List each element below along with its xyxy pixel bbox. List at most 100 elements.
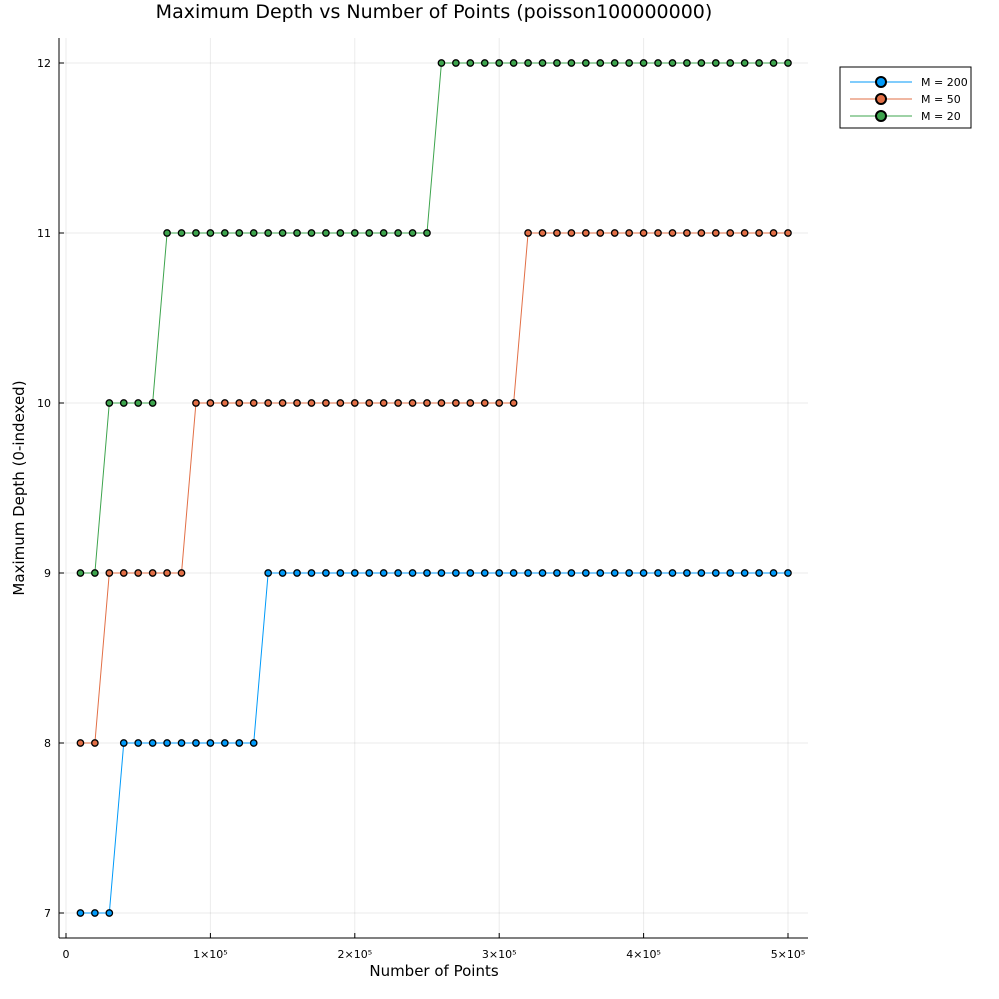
x-axis-label: Number of Points [369,962,498,980]
data-point [683,59,691,67]
data-point [278,229,287,237]
data-point [394,399,402,407]
data-point [784,569,792,577]
data-point [683,229,691,237]
x-tick-label: 2×10⁵ [337,948,372,961]
data-point [76,569,85,577]
x-tick-label: 5×10⁵ [771,948,806,961]
legend: M = 200 M = 50 M = 20 [839,66,972,129]
data-point [264,399,273,407]
data-point [365,399,374,407]
series-2 [76,229,792,747]
legend-marker [875,76,887,88]
data-point [524,569,532,577]
data-point [711,569,720,577]
data-point [610,59,619,67]
data-point [509,569,518,577]
data-point [654,59,662,67]
data-point [480,59,489,67]
data-point [784,59,792,67]
data-point [495,569,504,577]
data-point [379,399,388,407]
data-point [134,399,143,407]
data-point [350,229,359,237]
chart-title: Maximum Depth vs Number of Points (poiss… [156,1,713,23]
data-point [466,399,475,407]
data-point [220,399,229,407]
legend-box [839,66,972,129]
data-point [755,59,763,67]
data-point [394,229,402,237]
legend-marker [875,110,887,122]
data-point [278,399,287,407]
data-point [264,229,273,237]
y-tick-label: 10 [37,397,51,410]
data-point [423,569,431,577]
data-point [697,229,706,237]
data-point [134,739,143,747]
data-point [119,569,128,577]
series-1 [76,569,792,917]
x-tick-label: 1×10⁵ [193,948,228,961]
data-point [697,569,706,577]
data-point [610,229,619,237]
legend-marker [875,93,887,105]
data-point [91,909,99,917]
data-point [553,569,561,577]
data-point [105,399,114,407]
x-tick-label: 3×10⁵ [482,948,517,961]
x-ticks: 0 1×10⁵ 2×10⁵ 3×10⁵ 4×10⁵ 5×10⁵ [63,933,806,961]
data-point [206,229,215,237]
data-point [249,229,258,237]
data-point [206,739,215,747]
data-point [322,399,330,407]
grid [59,38,808,938]
data-point [336,569,345,577]
legend-label: M = 20 [921,110,961,123]
x-tick-label: 0 [63,948,70,961]
data-point [581,569,590,577]
data-point [769,229,778,237]
data-point [740,229,749,237]
data-point [625,59,634,67]
data-point [365,569,374,577]
series-group [76,59,792,917]
data-point [119,739,128,747]
x-tick-label: 4×10⁵ [626,948,661,961]
data-point [567,569,576,577]
data-point [437,59,446,67]
data-point [668,59,677,67]
data-point [452,569,460,577]
data-point [755,569,763,577]
data-point [596,229,605,237]
series-line [80,62,788,574]
legend-label: M = 200 [921,76,968,89]
data-point [495,59,504,67]
data-point [293,399,301,407]
data-point [726,59,735,67]
series-line [80,232,788,744]
data-point [293,229,301,237]
data-point [538,229,547,237]
data-point [249,399,258,407]
data-point [249,739,258,747]
data-point [466,569,475,577]
y-ticks: 7 8 9 10 11 12 [37,57,64,920]
data-point [408,569,417,577]
data-point [452,399,460,407]
data-point [437,569,446,577]
data-point [379,569,388,577]
data-point [365,229,374,237]
data-point [654,229,662,237]
data-point [148,569,157,577]
data-point [495,399,504,407]
data-point [307,399,316,407]
data-point [581,59,590,67]
y-axis-label: Maximum Depth (0-indexed) [10,380,28,595]
data-point [76,909,85,917]
data-point [452,59,460,67]
data-point [711,59,720,67]
y-tick-label: 12 [37,57,51,70]
data-point [639,229,648,237]
